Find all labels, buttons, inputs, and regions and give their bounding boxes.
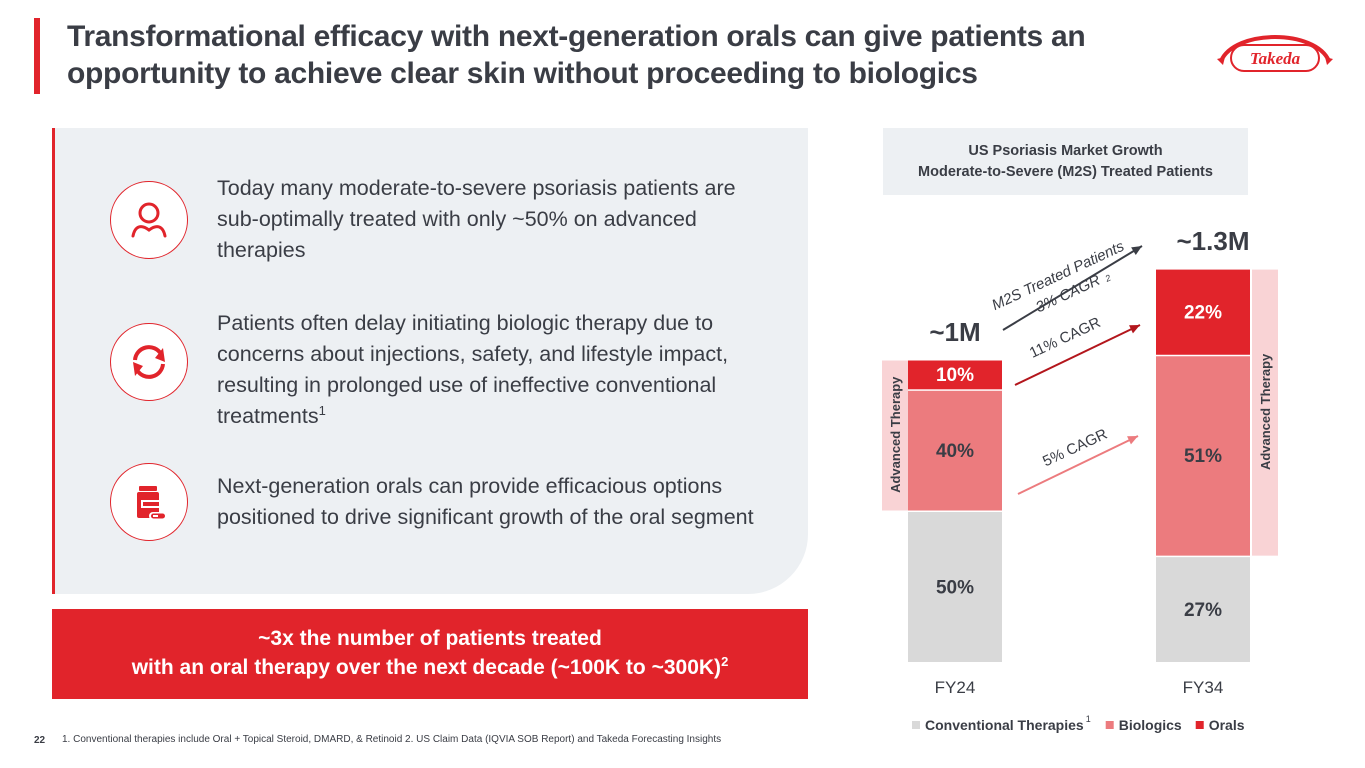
point-text: Patients often delay initiating biologic… [217,308,757,432]
bar-total-label: ~1.3M [1177,226,1250,256]
takeda-logo: Takeda [1217,35,1333,72]
bar-total-label: ~1M [929,317,980,347]
point-text: Today many moderate-to-severe psoriasis … [217,173,757,266]
total-cagr-arrow-line [1002,245,1143,331]
orals-cagr-arrow-line [1014,324,1141,386]
biologics-cagr-arrow-line [1017,435,1139,495]
callout-line-1: ~3x the number of patients treated [258,627,602,650]
bar-segment-orals [908,360,1002,390]
footnote-ref: 2 [721,654,729,669]
bar-segment-biologics [908,390,1002,511]
bar-segment-label: 27% [1184,600,1222,621]
bar-segment-orals [1156,269,1250,355]
x-axis-label: FY24 [935,678,976,697]
key-points-panel: Today many moderate-to-severe psoriasis … [52,128,808,594]
legend-label: Biologics [1119,717,1182,733]
pill-icon-circle [110,463,188,541]
slide-title: Transformational efficacy with next-gene… [67,18,1167,92]
callout-line-2-text: with an oral therapy over the next decad… [131,656,722,679]
chart-header: US Psoriasis Market Growth Moderate-to-S… [883,128,1248,195]
footnote-ref: 1 [318,402,326,418]
advanced-therapy-band [1252,269,1278,556]
bar-segment-biologics [1156,356,1250,556]
footnote: 1. Conventional therapies include Oral +… [62,734,722,745]
x-axis-label: FY34 [1183,678,1224,697]
footnote-ref: 2 [1103,273,1113,285]
bar-segment-label: 10% [936,365,974,386]
cycle-arrows-icon [133,345,165,379]
title-line-2: opportunity to achieve clear skin withou… [67,57,978,90]
bar-segment-conventional-therapies [908,512,1002,662]
orals-cagr-label: 11% CAGR [1027,314,1104,362]
callout-banner: ~3x the number of patients treated with … [52,609,808,699]
advanced-therapy-label: Advanced Therapy [1258,353,1273,470]
title-line-1: Transformational efficacy with next-gene… [67,20,1086,53]
callout-line-2: with an oral therapy over the next decad… [52,653,808,682]
logo-oval [1230,44,1320,72]
biologics-cagr-label: 5% CAGR [1040,426,1110,471]
biologics-cagr-arrow-head [1127,436,1138,445]
person-icon-circle [110,181,188,259]
legend-swatch [1105,721,1114,729]
bar-segment-conventional-therapies [1156,557,1250,662]
bar-segment-label: 51% [1184,446,1222,467]
logo-wordmark: Takeda [1250,49,1301,68]
logo-arc [1219,35,1331,62]
legend-swatch [1195,721,1204,729]
chart-subtitle: Moderate-to-Severe (M2S) Treated Patient… [918,164,1213,180]
cycle-icon-circle [110,323,188,401]
point-text-body: Patients often delay initiating biologic… [217,311,729,428]
legend-swatch [912,721,920,729]
title-accent-bar [34,18,40,94]
page-number: 22 [34,735,46,746]
footnote-ref: 1 [1086,714,1091,724]
point-text: Next-generation orals can provide effica… [217,471,757,533]
stacked-bar-chart: 50% 40% 10% FY24 ~1M 27% 51% 22% FY34 ~1.3M Advanc… [882,226,1278,733]
chart-title: US Psoriasis Market Growth [968,143,1163,159]
bar-segment-label: 40% [936,441,974,462]
point-text-body: Today many moderate-to-severe psoriasis … [217,176,736,262]
advanced-therapy-band [882,360,908,511]
bar-segment-label: 22% [1184,302,1222,323]
person-icon [131,202,167,238]
legend-label: Orals [1209,717,1245,733]
pill-bottle-icon [137,486,167,520]
legend-label: Conventional Therapies [925,717,1084,733]
total-cagr-arrow-head [1131,246,1142,256]
bar-segment-label: 50% [936,577,974,598]
point-text-body: Next-generation orals can provide effica… [217,474,754,529]
advanced-therapy-label: Advanced Therapy [888,376,903,493]
orals-cagr-arrow-head [1129,325,1140,334]
